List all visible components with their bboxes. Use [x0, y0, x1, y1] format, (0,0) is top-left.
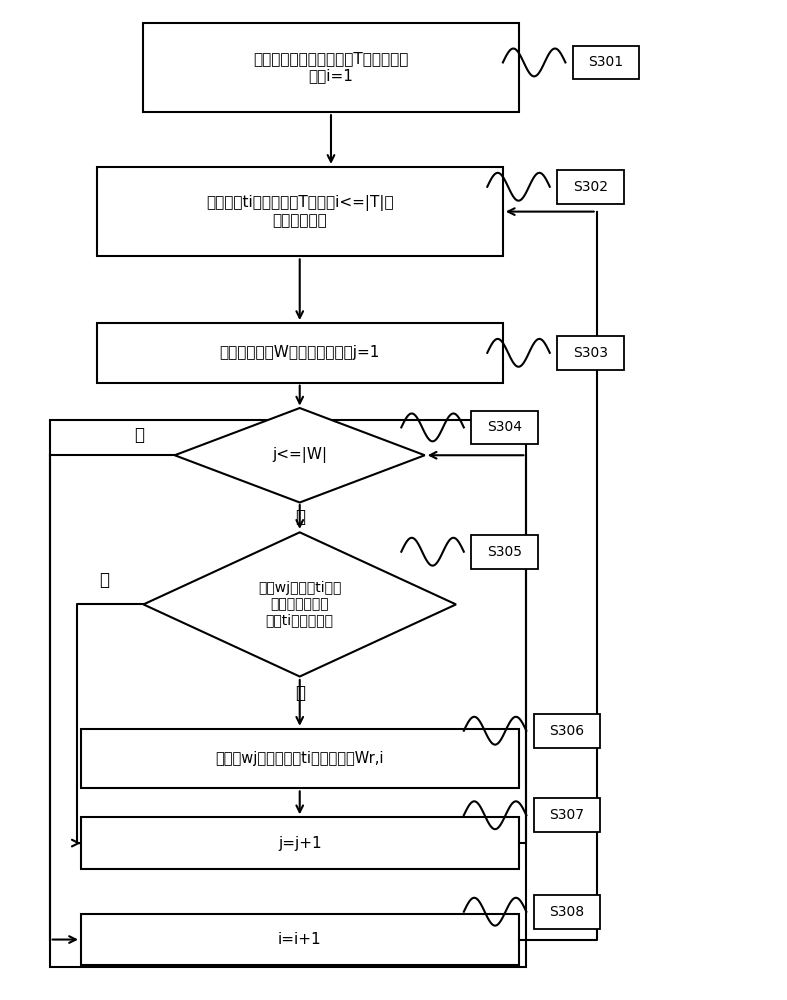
Text: 是: 是 [294, 508, 305, 526]
Text: S307: S307 [549, 808, 585, 822]
Text: S303: S303 [573, 346, 608, 360]
FancyBboxPatch shape [81, 914, 519, 965]
Text: 否: 否 [99, 571, 109, 589]
FancyBboxPatch shape [471, 535, 538, 569]
Text: 遍历用户集合W中的每个用户，j=1: 遍历用户集合W中的每个用户，j=1 [220, 345, 380, 360]
Text: 判断任务ti是否在集合T内，即i<=|T|，
若是，则继续: 判断任务ti是否在集合T内，即i<=|T|， 若是，则继续 [206, 195, 394, 228]
FancyBboxPatch shape [471, 410, 538, 444]
FancyBboxPatch shape [534, 714, 600, 748]
Text: S301: S301 [589, 55, 623, 69]
Text: i=i+1: i=i+1 [278, 932, 322, 947]
FancyBboxPatch shape [97, 167, 503, 256]
Text: 是: 是 [294, 684, 305, 702]
FancyBboxPatch shape [534, 798, 600, 832]
Polygon shape [175, 408, 425, 502]
Text: j=j+1: j=j+1 [278, 836, 322, 851]
FancyBboxPatch shape [557, 336, 623, 370]
FancyBboxPatch shape [573, 46, 639, 79]
Text: j<=|W|: j<=|W| [272, 447, 327, 463]
FancyBboxPatch shape [557, 170, 623, 204]
Text: 把用户wj加入到任务ti的用户集合Wr,i: 把用户wj加入到任务ti的用户集合Wr,i [216, 751, 384, 766]
Text: S306: S306 [549, 724, 585, 738]
Text: S305: S305 [487, 545, 522, 559]
FancyBboxPatch shape [534, 895, 600, 929]
Polygon shape [143, 532, 456, 677]
Text: S308: S308 [549, 905, 585, 919]
FancyBboxPatch shape [81, 817, 519, 869]
FancyBboxPatch shape [143, 23, 519, 112]
FancyBboxPatch shape [81, 729, 519, 788]
Text: S304: S304 [487, 420, 522, 434]
Text: 否: 否 [135, 426, 145, 444]
FancyBboxPatch shape [97, 323, 503, 383]
Text: 开始遍历待分配任务集合T中的每个任
务，i=1: 开始遍历待分配任务集合T中的每个任 务，i=1 [253, 51, 408, 84]
Text: S302: S302 [573, 180, 608, 194]
Text: 用户wj在任务ti的感
知范围内并满足
任务ti的技能需求: 用户wj在任务ti的感 知范围内并满足 任务ti的技能需求 [258, 581, 342, 628]
